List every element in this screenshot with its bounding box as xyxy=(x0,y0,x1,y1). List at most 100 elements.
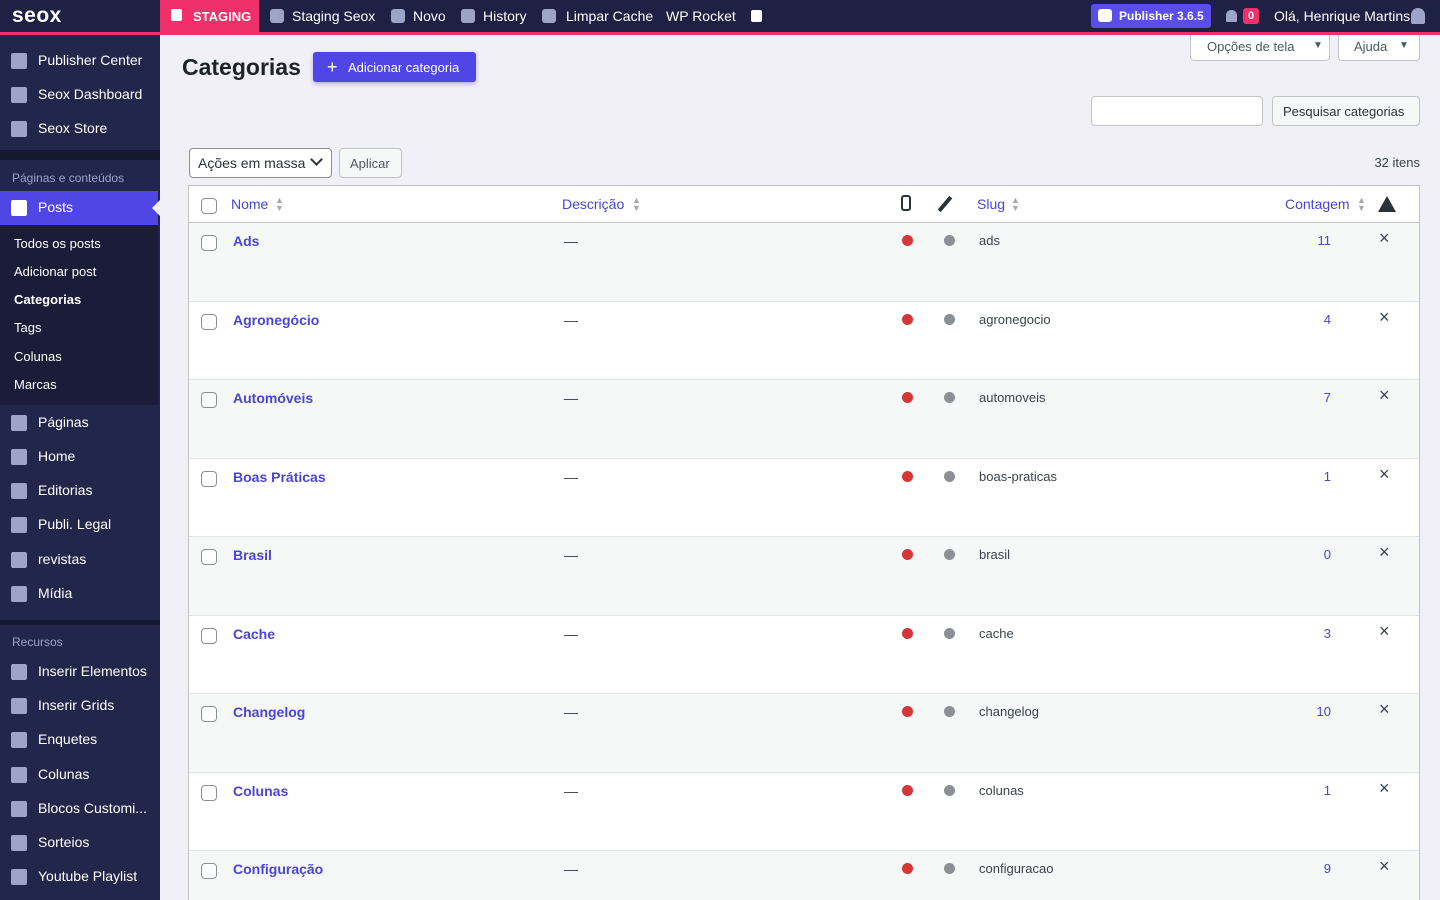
post-count[interactable]: 4 xyxy=(1323,311,1331,327)
category-name[interactable]: Agronegócio xyxy=(233,311,320,328)
menu-item[interactable]: Posts xyxy=(38,199,74,215)
delete-icon[interactable]: × xyxy=(1379,699,1390,719)
column-header[interactable]: Slug xyxy=(977,196,1006,212)
menu-item[interactable]: Youtube Playlist xyxy=(38,868,138,884)
category-name[interactable]: Boas Práticas xyxy=(233,468,326,485)
row-checkbox[interactable] xyxy=(201,863,217,879)
post-count[interactable]: 1 xyxy=(1323,782,1331,798)
delete-icon[interactable]: × xyxy=(1379,385,1390,405)
add-button[interactable]: + Adicionar categoria xyxy=(313,52,476,82)
top-menu-item[interactable]: Novo xyxy=(413,8,446,24)
avatar[interactable] xyxy=(1411,8,1425,24)
row-checkbox[interactable] xyxy=(201,392,217,408)
menu-item[interactable]: Home xyxy=(38,448,76,464)
row-checkbox[interactable] xyxy=(201,784,217,801)
submenu-item[interactable]: Categorias xyxy=(14,292,82,307)
submenu-item[interactable]: Colunas xyxy=(14,349,62,364)
table-row: Ads — ads 11 × xyxy=(189,223,1419,302)
post-count[interactable]: 1 xyxy=(1323,468,1331,484)
help-button[interactable]: Ajuda ▼ xyxy=(1338,35,1420,61)
active-arrow xyxy=(152,200,160,216)
status-dot xyxy=(944,549,955,560)
menu-item[interactable]: Publi. Legal xyxy=(38,516,112,532)
menu-item[interactable]: Inserir Grids xyxy=(38,697,115,713)
delete-icon[interactable]: × xyxy=(1379,228,1390,248)
status-dot xyxy=(944,470,955,482)
column-header[interactable]: Nome xyxy=(231,196,269,212)
category-name[interactable]: Brasil xyxy=(233,547,272,563)
bell-icon[interactable] xyxy=(1226,10,1237,22)
row-checkbox[interactable] xyxy=(201,627,217,644)
menu-item[interactable]: Colunas xyxy=(38,766,90,782)
row-checkbox[interactable] xyxy=(201,235,217,251)
menu-item[interactable]: Inserir Elementos xyxy=(38,663,147,679)
delete-icon[interactable]: × xyxy=(1379,306,1390,327)
search-input[interactable] xyxy=(1091,96,1263,126)
category-name[interactable]: Cache xyxy=(233,625,276,642)
apply-button[interactable]: Aplicar xyxy=(339,148,402,178)
category-name[interactable]: Ads xyxy=(233,233,260,249)
publisher-badge[interactable]: Publisher 3.6.5 xyxy=(1091,4,1211,28)
column-header[interactable]: Descrição xyxy=(562,196,625,212)
screen-options[interactable]: Opções de tela ▼ xyxy=(1190,35,1330,61)
menu-item[interactable]: Páginas xyxy=(38,414,89,430)
select-all-checkbox[interactable] xyxy=(201,198,217,214)
category-name[interactable]: Colunas xyxy=(233,782,289,799)
notification-count[interactable]: 0 xyxy=(1243,8,1259,24)
status-dot xyxy=(902,706,913,717)
row-checkbox[interactable] xyxy=(201,313,217,330)
delete-icon[interactable]: × xyxy=(1379,777,1390,798)
search-button[interactable]: Pesquisar categorias xyxy=(1272,96,1420,126)
greeting[interactable]: Olá, Henrique Martins xyxy=(1274,8,1411,24)
category-name[interactable]: Changelog xyxy=(233,704,306,720)
post-count[interactable]: 0 xyxy=(1323,547,1331,562)
status-dot xyxy=(944,392,955,403)
row-checkbox[interactable] xyxy=(201,706,217,722)
category-name[interactable]: Configuração xyxy=(233,861,324,877)
description: — xyxy=(564,233,578,249)
menu-item[interactable]: Seox Dashboard xyxy=(38,86,143,102)
status-dot xyxy=(944,235,955,246)
delete-icon[interactable]: × xyxy=(1379,620,1390,641)
top-menu-item[interactable]: History xyxy=(483,8,527,24)
submenu-item[interactable]: Todos os posts xyxy=(14,236,101,251)
delete-icon[interactable]: × xyxy=(1379,463,1390,484)
bulk-actions[interactable]: Ações em massa xyxy=(189,148,332,178)
table-row: Changelog — changelog 10 × xyxy=(189,694,1419,773)
post-count[interactable]: 7 xyxy=(1323,390,1331,405)
menu-item[interactable]: Sorteios xyxy=(38,834,90,850)
submenu xyxy=(0,225,158,405)
slug: ads xyxy=(979,233,1000,248)
menu-item[interactable]: revistas xyxy=(38,551,87,567)
delete-icon[interactable]: × xyxy=(1379,542,1390,562)
submenu-item[interactable]: Marcas xyxy=(14,377,57,392)
row-checkbox[interactable] xyxy=(201,549,217,565)
post-count[interactable]: 3 xyxy=(1323,625,1331,641)
logo[interactable]: seox xyxy=(12,4,62,27)
post-count[interactable]: 9 xyxy=(1323,861,1331,876)
category-name[interactable]: Automóveis xyxy=(233,390,314,406)
menu-item[interactable]: Editorias xyxy=(38,482,93,498)
post-count[interactable]: 10 xyxy=(1316,704,1331,719)
menu-item[interactable]: Seox Store xyxy=(38,120,108,136)
top-menu-item[interactable]: WP Rocket xyxy=(666,8,736,24)
column-header[interactable]: Contagem xyxy=(1285,196,1350,212)
submenu-item[interactable]: Adicionar post xyxy=(14,264,97,279)
menu-item[interactable]: Mídia xyxy=(38,585,73,601)
menu-item[interactable]: Enquetes xyxy=(38,731,98,747)
menu-item[interactable]: Blocos Customi... xyxy=(38,800,147,816)
top-menu-item[interactable]: Staging Seox xyxy=(292,8,376,24)
row-checkbox[interactable] xyxy=(201,470,217,487)
staging-badge[interactable]: STAGING xyxy=(160,0,259,32)
section-label: Recursos xyxy=(12,635,63,649)
column-icon xyxy=(901,195,911,211)
delete-icon[interactable]: × xyxy=(1379,856,1390,876)
sort-icon: ▲ ▼ xyxy=(1357,195,1366,213)
submenu-item[interactable]: Tags xyxy=(14,320,42,335)
lock-icon[interactable] xyxy=(751,10,762,22)
top-menu-item[interactable]: Limpar Cache xyxy=(566,8,654,24)
menu-item[interactable]: Publisher Center xyxy=(38,52,143,68)
slug: automoveis xyxy=(979,390,1046,405)
add-button-label: Adicionar categoria xyxy=(348,60,460,75)
post-count[interactable]: 11 xyxy=(1317,233,1332,248)
